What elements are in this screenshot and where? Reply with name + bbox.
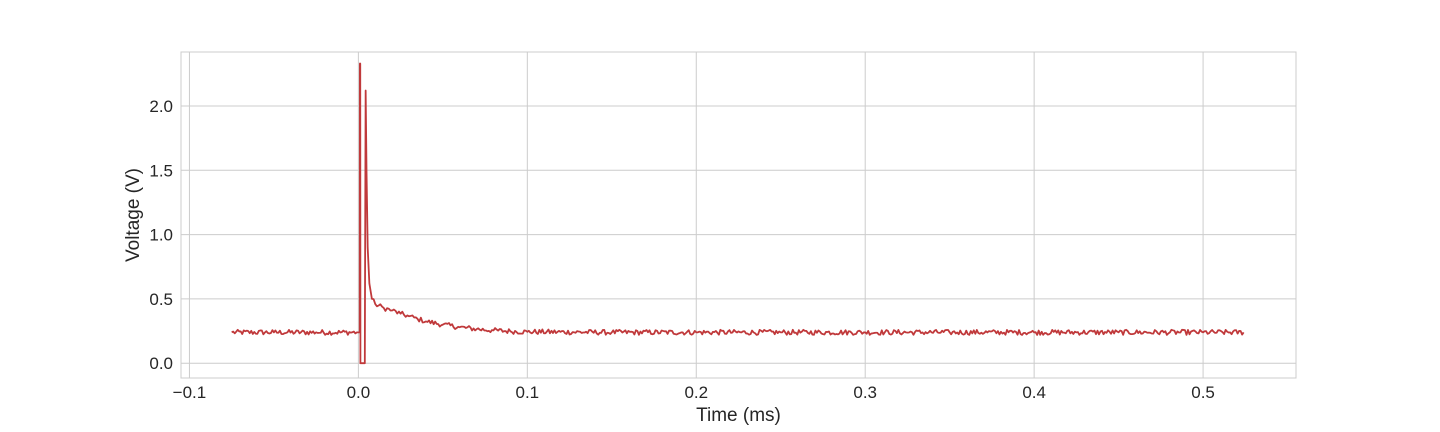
x-tick-label: −0.1 — [173, 383, 207, 402]
y-axis-ticks: 0.0 0.5 1.0 1.5 2.0 — [149, 97, 173, 373]
x-tick-label: 0.5 — [1191, 383, 1215, 402]
x-tick-label: 0.0 — [347, 383, 371, 402]
y-axis-label: Voltage (V) — [123, 168, 144, 262]
voltage-series-line — [231, 62, 1245, 365]
x-axis-label: Time (ms) — [696, 405, 781, 426]
x-axis-ticks: −0.1 0.0 0.1 0.2 0.3 0.4 0.5 — [173, 383, 1215, 402]
plot-area-frame — [180, 51, 1297, 379]
x-tick-label: 0.2 — [684, 383, 708, 402]
x-tick-label: 0.1 — [516, 383, 540, 402]
y-tick-label: 0.5 — [149, 290, 173, 309]
y-tick-label: 0.0 — [149, 354, 173, 373]
y-tick-label: 1.0 — [149, 226, 173, 245]
x-tick-label: 0.4 — [1022, 383, 1046, 402]
grid — [181, 52, 1296, 378]
series-layer — [231, 62, 1245, 365]
y-tick-label: 2.0 — [149, 97, 173, 116]
y-tick-label: 1.5 — [149, 161, 173, 180]
x-tick-label: 0.3 — [853, 383, 877, 402]
